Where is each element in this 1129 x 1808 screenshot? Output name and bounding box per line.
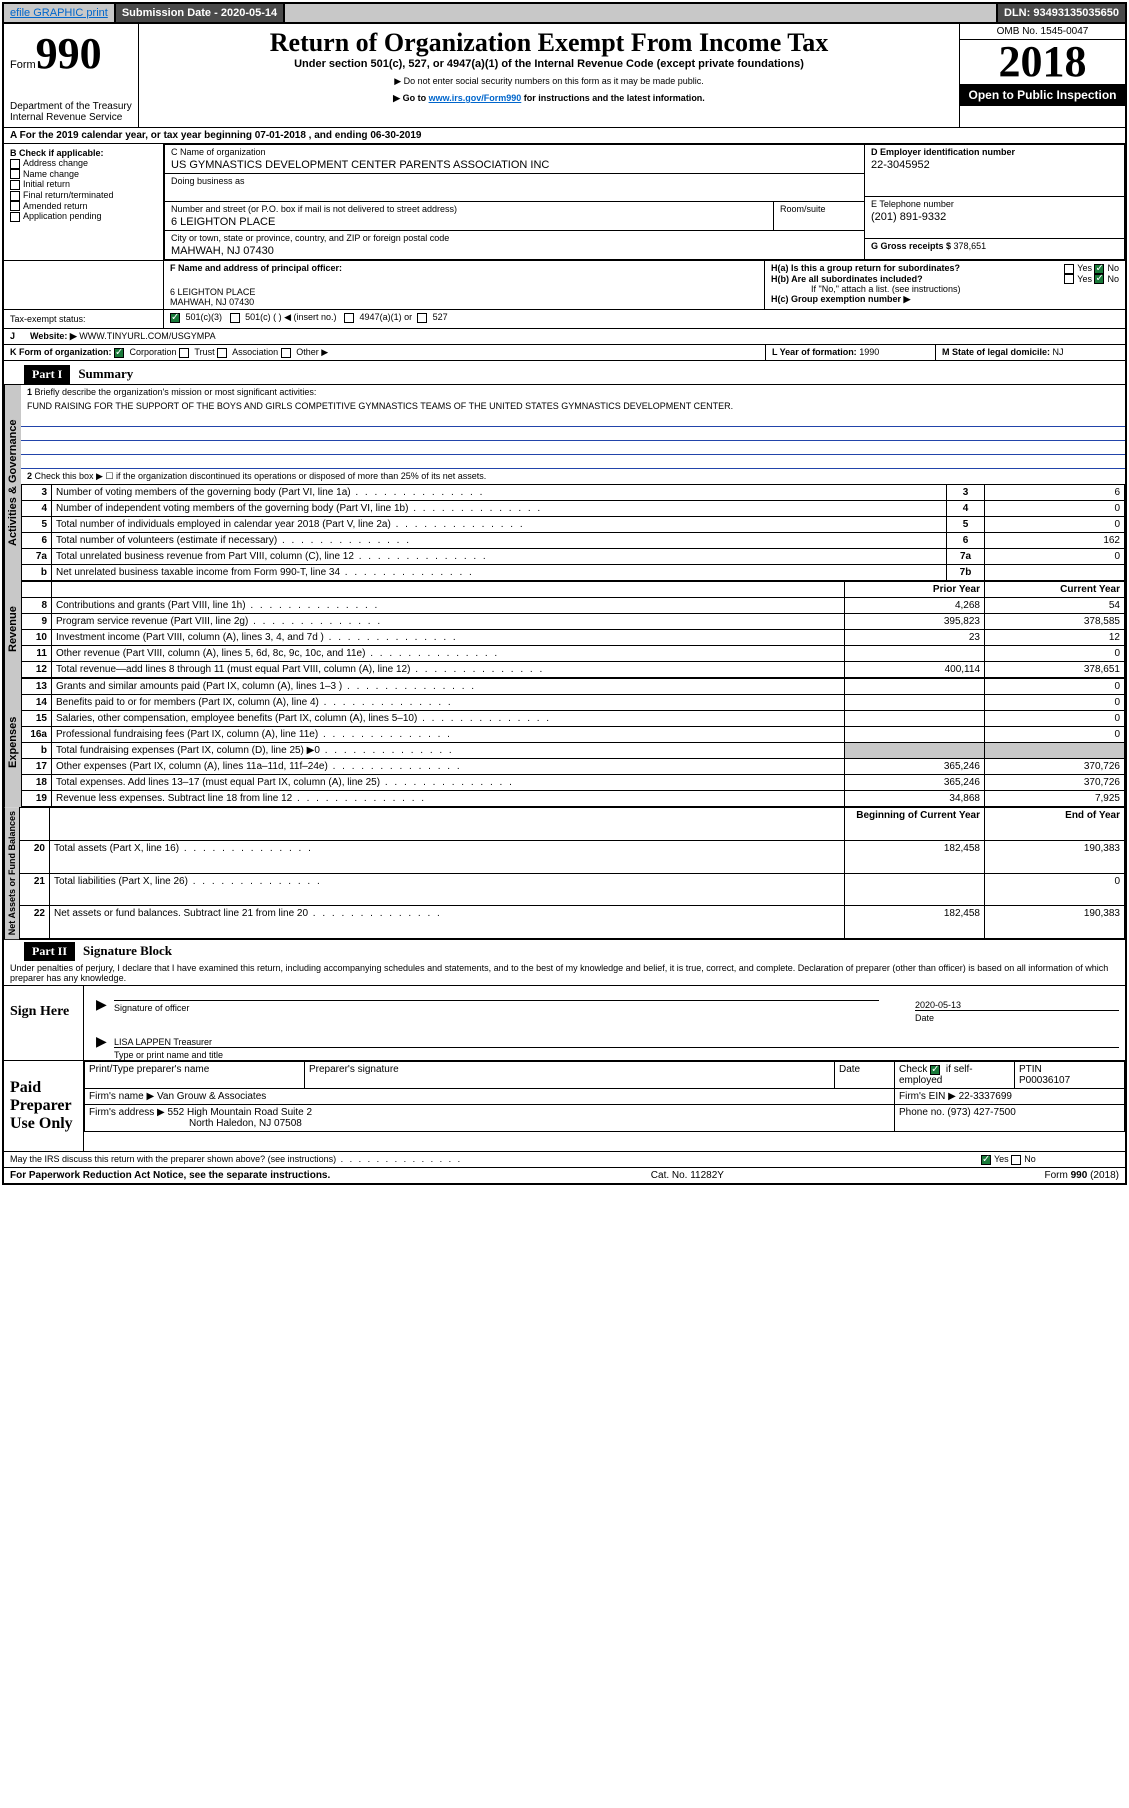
tab-expenses: Expenses xyxy=(4,678,21,807)
f-label: F Name and address of principal officer: xyxy=(170,263,758,273)
officer-addr1: 6 LEIGHTON PLACE xyxy=(170,287,758,297)
topbar: efile GRAPHIC print Submission Date - 20… xyxy=(4,4,1125,24)
chk-self-employed[interactable] xyxy=(930,1065,940,1075)
ha-label: H(a) Is this a group return for subordin… xyxy=(771,263,960,274)
discuss-yes[interactable] xyxy=(981,1155,991,1165)
street-address: 6 LEIGHTON PLACE xyxy=(171,214,767,228)
chk-name[interactable] xyxy=(10,169,20,179)
d-label: D Employer identification number xyxy=(871,147,1118,157)
chk-4947[interactable] xyxy=(344,313,354,323)
arrow-icon: ▶ xyxy=(96,996,107,1013)
chk-final[interactable] xyxy=(10,191,20,201)
mission: FUND RAISING FOR THE SUPPORT OF THE BOYS… xyxy=(21,399,1125,413)
chk-501c3[interactable] xyxy=(170,313,180,323)
chk-other[interactable] xyxy=(281,348,291,358)
netassets-table: Beginning of Current YearEnd of Year 20T… xyxy=(19,807,1125,939)
year-formation: 1990 xyxy=(859,347,879,357)
part2-header: Part IISignature Block xyxy=(4,939,1125,961)
submission-date-cell: Submission Date - 2020-05-14 xyxy=(116,4,285,22)
q2: Check this box ▶ ☐ if the organization d… xyxy=(35,471,487,481)
subtitle-2: ▶ Do not enter social security numbers o… xyxy=(145,76,953,87)
firm-phone: (973) 427-7500 xyxy=(947,1107,1015,1118)
e-label: E Telephone number xyxy=(871,199,1118,209)
discuss-no[interactable] xyxy=(1011,1155,1021,1165)
city-label: City or town, state or province, country… xyxy=(171,233,858,243)
governance-table: 3Number of voting members of the governi… xyxy=(21,484,1125,581)
hb-note: If "No," attach a list. (see instruction… xyxy=(771,284,1119,294)
officer-addr2: MAHWAH, NJ 07430 xyxy=(170,297,758,307)
taxexempt-label: Tax-exempt status: xyxy=(4,310,164,328)
col-b: B Check if applicable: Address change Na… xyxy=(4,144,164,260)
hb-yes[interactable] xyxy=(1064,274,1074,284)
dba-label: Doing business as xyxy=(171,176,858,186)
part1-header: Part ISummary xyxy=(4,360,1125,384)
form-page: efile GRAPHIC print Submission Date - 20… xyxy=(2,2,1127,1185)
tax-year: 2018 xyxy=(960,40,1125,84)
c-name-label: C Name of organization xyxy=(171,147,858,157)
ha-yes[interactable] xyxy=(1064,264,1074,274)
footer: For Paperwork Reduction Act Notice, see … xyxy=(4,1167,1125,1183)
subtitle-1: Under section 501(c), 527, or 4947(a)(1)… xyxy=(145,58,953,70)
chk-initial[interactable] xyxy=(10,180,20,190)
chk-527[interactable] xyxy=(417,313,427,323)
expenses-table: 13Grants and similar amounts paid (Part … xyxy=(21,678,1125,807)
paid-preparer: Paid Preparer Use Only Print/Type prepar… xyxy=(4,1060,1125,1151)
revenue-table: Prior YearCurrent Year 8Contributions an… xyxy=(21,581,1125,678)
ptin: P00036107 xyxy=(1019,1075,1120,1086)
q1: Briefly describe the organization's miss… xyxy=(35,387,317,397)
org-name: US GYMNASTICS DEVELOPMENT CENTER PARENTS… xyxy=(171,157,858,171)
ha-no[interactable] xyxy=(1094,264,1104,274)
chk-501c[interactable] xyxy=(230,313,240,323)
arrow-icon: ▶ xyxy=(96,1033,107,1050)
form-title: Return of Organization Exempt From Incom… xyxy=(145,28,953,58)
efile-print[interactable]: efile GRAPHIC print xyxy=(4,4,116,22)
chk-corp[interactable] xyxy=(114,348,124,358)
firm-name: Van Grouw & Associates xyxy=(157,1091,266,1102)
subtitle-3: ▶ Go to www.irs.gov/Form990 for instruct… xyxy=(145,93,953,104)
phone: (201) 891-9332 xyxy=(871,209,1118,223)
col-b-label: B Check if applicable: xyxy=(10,148,157,158)
dln-cell: DLN: 93493135035650 xyxy=(996,4,1125,22)
efile-label: efile GRAPHIC print xyxy=(10,7,108,19)
state-domicile: NJ xyxy=(1053,347,1064,357)
sign-here: Sign Here ▶Signature of officer 2020-05-… xyxy=(4,985,1125,1060)
firm-addr2: North Haledon, NJ 07508 xyxy=(89,1118,302,1129)
j-label: J xyxy=(4,329,24,344)
header-block: B Check if applicable: Address change Na… xyxy=(4,143,1125,260)
chk-amended[interactable] xyxy=(10,201,20,211)
room-label: Room/suite xyxy=(774,202,864,230)
hb-no[interactable] xyxy=(1094,274,1104,284)
tab-netassets: Net Assets or Fund Balances xyxy=(4,807,19,939)
hc-label: H(c) Group exemption number ▶ xyxy=(771,294,1119,305)
tab-governance: Activities & Governance xyxy=(4,385,21,581)
tab-revenue: Revenue xyxy=(4,581,21,678)
instructions-link[interactable]: www.irs.gov/Form990 xyxy=(429,93,522,103)
officer-name: LISA LAPPEN Treasurer xyxy=(114,1037,212,1047)
declaration: Under penalties of perjury, I declare th… xyxy=(4,961,1125,985)
sig-date: 2020-05-13 xyxy=(915,988,1119,1011)
open-inspection: Open to Public Inspection xyxy=(960,84,1125,106)
firm-addr1: 552 High Mountain Road Suite 2 xyxy=(168,1107,313,1118)
col-c-wrap: C Name of organizationUS GYMNASTICS DEVE… xyxy=(164,144,1125,260)
g-label: G Gross receipts $ xyxy=(871,241,954,251)
gross-receipts: 378,651 xyxy=(954,241,987,251)
chk-assoc[interactable] xyxy=(217,348,227,358)
firm-ein: 22-3337699 xyxy=(959,1091,1012,1102)
chk-address[interactable] xyxy=(10,159,20,169)
hb-label: H(b) Are all subordinates included? xyxy=(771,274,923,285)
dept-treasury: Department of the Treasury Internal Reve… xyxy=(10,101,132,123)
form-number: Form990 xyxy=(10,28,132,79)
discuss-text: May the IRS discuss this return with the… xyxy=(10,1154,462,1164)
ein: 22-3045952 xyxy=(871,157,1118,171)
header: Form990 Department of the Treasury Inter… xyxy=(4,24,1125,127)
website: WWW.TINYURL.COM/USGYMPA xyxy=(79,331,215,341)
section-a: A For the 2019 calendar year, or tax yea… xyxy=(4,127,1125,143)
city-state-zip: MAHWAH, NJ 07430 xyxy=(171,243,858,257)
chk-pending[interactable] xyxy=(10,212,20,222)
addr-label: Number and street (or P.O. box if mail i… xyxy=(171,204,767,214)
chk-trust[interactable] xyxy=(179,348,189,358)
